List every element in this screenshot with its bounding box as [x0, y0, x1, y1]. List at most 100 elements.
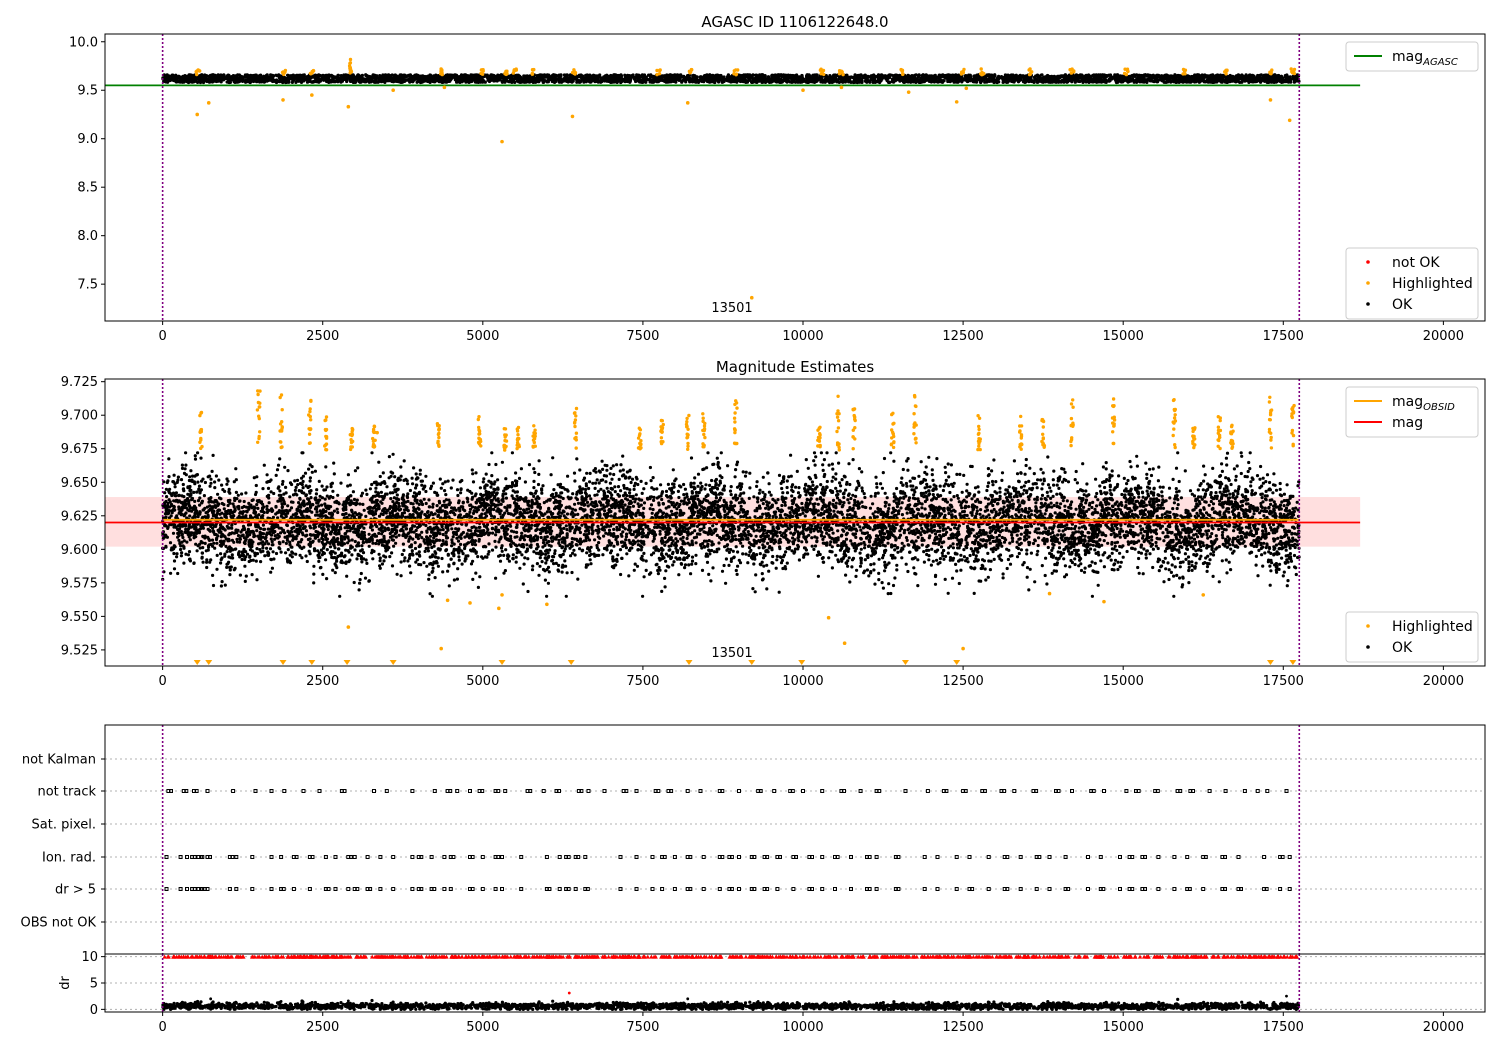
agasc-ok-point: [738, 79, 743, 84]
agasc-ok-point: [1035, 73, 1040, 77]
agasc-ok-point: [672, 79, 676, 83]
agasc-ok-point: [613, 73, 618, 77]
agasc-obsid-label: 13501: [711, 301, 752, 316]
agasc-ok-point: [1225, 80, 1230, 84]
estimates-ok-point: [332, 472, 336, 476]
agasc-ok-point: [399, 80, 403, 84]
agasc-highlighted-point: [1124, 72, 1129, 77]
agasc-ok-point: [565, 76, 569, 80]
agasc-ok-point: [278, 80, 282, 84]
agasc-ok-point: [712, 76, 716, 81]
agasc-ok-point: [580, 76, 585, 80]
agasc-ok-point: [187, 75, 191, 79]
agasc-ok-point: [1172, 80, 1176, 84]
agasc-ok-point: [200, 75, 204, 79]
agasc-highlighted-point: [736, 68, 740, 72]
agasc-bottom-legend-dot-swatch: [1366, 260, 1370, 264]
estimates-ok-point: [1142, 547, 1146, 551]
agasc-ok-point: [644, 75, 649, 79]
agasc-ok-point: [1209, 73, 1213, 77]
agasc-ok-point: [1054, 80, 1058, 84]
agasc-ok-point: [1293, 75, 1298, 79]
agasc-ok-point: [187, 80, 192, 84]
agasc-highlighted-point: [570, 114, 575, 119]
agasc-y-tick-label: 8.5: [77, 181, 98, 196]
agasc-ok-point: [284, 77, 289, 81]
estimates-ok-point: [560, 570, 564, 574]
agasc-ok-point: [1148, 74, 1152, 78]
agasc-ok-point: [1233, 76, 1237, 80]
agasc-ok-point: [500, 80, 504, 84]
agasc-ok-point: [616, 78, 621, 82]
agasc-ok-point: [1151, 79, 1155, 83]
estimates-ok-point: [1192, 537, 1197, 541]
agasc-ok-point: [860, 80, 864, 84]
agasc-ok-point: [776, 73, 780, 77]
agasc-ok-point: [527, 75, 532, 79]
agasc-bottom-legend-label: not OK: [1392, 255, 1440, 271]
agasc-ok-point: [1050, 75, 1054, 79]
agasc-ok-point: [224, 76, 228, 80]
agasc-ok-point: [900, 79, 905, 83]
agasc-ok-point: [706, 76, 710, 80]
agasc-ok-point: [993, 74, 997, 78]
agasc-ok-point: [1195, 78, 1199, 83]
estimates-ok-point: [209, 477, 213, 481]
agasc-ok-point: [1055, 76, 1059, 81]
agasc-ok-point: [914, 73, 918, 77]
estimates-ok-point: [930, 547, 934, 551]
agasc-ok-point: [1240, 76, 1244, 80]
agasc-ok-point: [360, 74, 364, 78]
agasc-ok-point: [967, 77, 971, 81]
agasc-ok-point: [498, 75, 502, 79]
agasc-ok-point: [1208, 79, 1212, 83]
agasc-ok-point: [1077, 79, 1081, 83]
agasc-ok-point: [997, 80, 1001, 84]
agasc-ok-point: [951, 78, 955, 83]
agasc-ok-point: [494, 78, 498, 82]
agasc-ok-point: [1128, 74, 1132, 78]
agasc-ok-point: [742, 79, 747, 83]
agasc-ok-point: [507, 80, 511, 84]
agasc-ok-point: [638, 78, 642, 82]
agasc-ok-point: [917, 73, 921, 77]
agasc-ok-point: [1180, 77, 1184, 81]
agasc-ok-point: [323, 76, 328, 80]
agasc-ok-point: [947, 79, 951, 83]
agasc-ok-point: [258, 76, 262, 80]
agasc-bottom-legend-label: Highlighted: [1392, 276, 1473, 292]
agasc-ok-point: [682, 74, 686, 78]
agasc-x-tick-label: 20000: [1423, 329, 1464, 344]
agasc-ok-point: [1175, 80, 1179, 84]
agasc-ok-point: [1142, 75, 1146, 79]
agasc-ok-point: [213, 79, 217, 83]
agasc-ok-point: [278, 74, 282, 78]
estimates-ok-point: [377, 460, 381, 464]
agasc-ok-point: [852, 75, 856, 79]
agasc-ok-point: [270, 73, 275, 77]
agasc-x-tick-label: 15000: [1103, 329, 1144, 344]
agasc-highlighted-point: [980, 73, 984, 77]
agasc-highlighted-point: [283, 68, 288, 73]
agasc-ok-point: [1000, 76, 1005, 80]
agasc-highlighted-point: [479, 71, 483, 76]
agasc-ok-point: [1178, 74, 1182, 78]
agasc-ok-point: [179, 78, 183, 82]
agasc-ok-point: [364, 73, 368, 78]
agasc-ok-point: [246, 75, 250, 79]
agasc-ok-point: [251, 78, 255, 82]
agasc-ok-point: [1076, 74, 1080, 78]
agasc-ok-point: [1038, 79, 1042, 83]
agasc-ok-point: [790, 74, 794, 78]
agasc-ok-point: [1204, 79, 1208, 83]
agasc-ok-point: [1042, 79, 1046, 83]
agasc-ok-point: [917, 80, 921, 84]
agasc-ok-point: [716, 74, 720, 78]
agasc-ok-point: [1162, 80, 1166, 84]
agasc-ok-point: [909, 80, 913, 84]
agasc-ok-point: [735, 80, 739, 84]
agasc-highlighted-point: [685, 101, 690, 105]
agasc-ok-point: [775, 80, 779, 84]
agasc-ok-point: [426, 75, 430, 79]
agasc-ok-point: [975, 78, 980, 82]
